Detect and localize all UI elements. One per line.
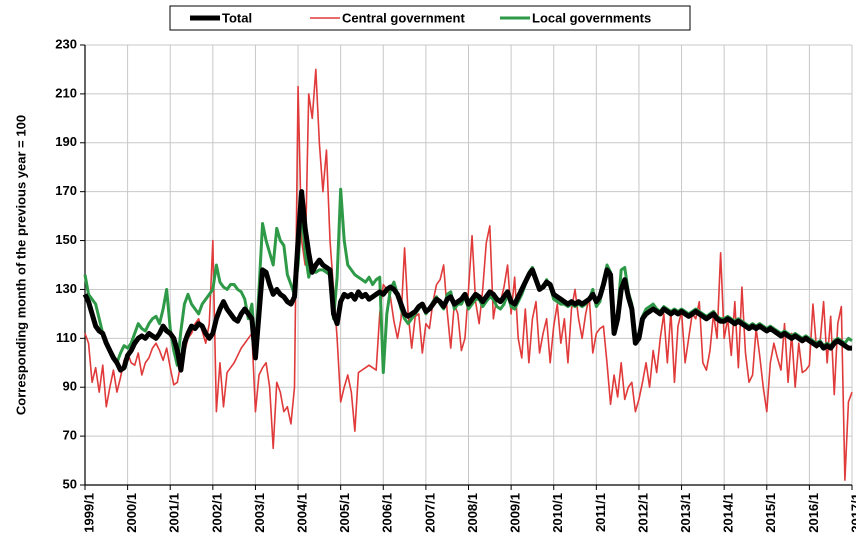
x-tick-label: 2006/1 (380, 493, 395, 533)
x-tick-label: 2007/1 (422, 493, 437, 533)
y-tick-label: 50 (63, 476, 77, 491)
y-tick-label: 70 (63, 428, 77, 443)
x-tick-label: 2009/1 (508, 493, 523, 533)
legend-label: Local governments (532, 10, 651, 25)
x-tick-label: 2013/1 (678, 493, 693, 533)
x-tick-label: 2003/1 (252, 493, 267, 533)
y-tick-label: 170 (55, 183, 77, 198)
x-tick-label: 2000/1 (124, 493, 139, 533)
y-tick-label: 190 (55, 134, 77, 149)
series-line (84, 68, 853, 481)
x-tick-label: 2012/1 (635, 493, 650, 533)
legend-label: Total (222, 10, 252, 25)
legend: Total Central government Local governments (169, 5, 691, 31)
x-tick-label: 2017/1 (848, 493, 856, 533)
x-tick-label: 2005/1 (337, 493, 352, 533)
y-axis-title: Corresponding month of the previous year… (13, 115, 28, 415)
x-tick-label: 1999/1 (81, 493, 96, 533)
y-tick-label: 90 (63, 379, 77, 394)
x-tick-label: 2016/1 (806, 493, 821, 533)
legend-box (169, 5, 691, 31)
x-tick-label: 2010/1 (550, 493, 565, 533)
series-line (82, 189, 852, 373)
y-tick-label: 110 (56, 330, 77, 345)
y-tick-label: 130 (55, 281, 77, 296)
x-tick-label: 2001/1 (167, 493, 182, 533)
y-tick-label: 230 (55, 36, 77, 51)
x-tick-label: 2008/1 (465, 493, 480, 533)
x-tick-label: 2004/1 (294, 493, 309, 533)
x-tick-label: 2014/1 (721, 493, 736, 533)
x-tick-label: 2002/1 (209, 493, 224, 533)
legend-label: Central government (342, 10, 465, 25)
x-tick-label: 2015/1 (763, 493, 778, 533)
x-tick-label: 2011/1 (593, 493, 608, 532)
y-tick-label: 210 (55, 85, 77, 100)
y-tick-label: 150 (55, 232, 77, 247)
